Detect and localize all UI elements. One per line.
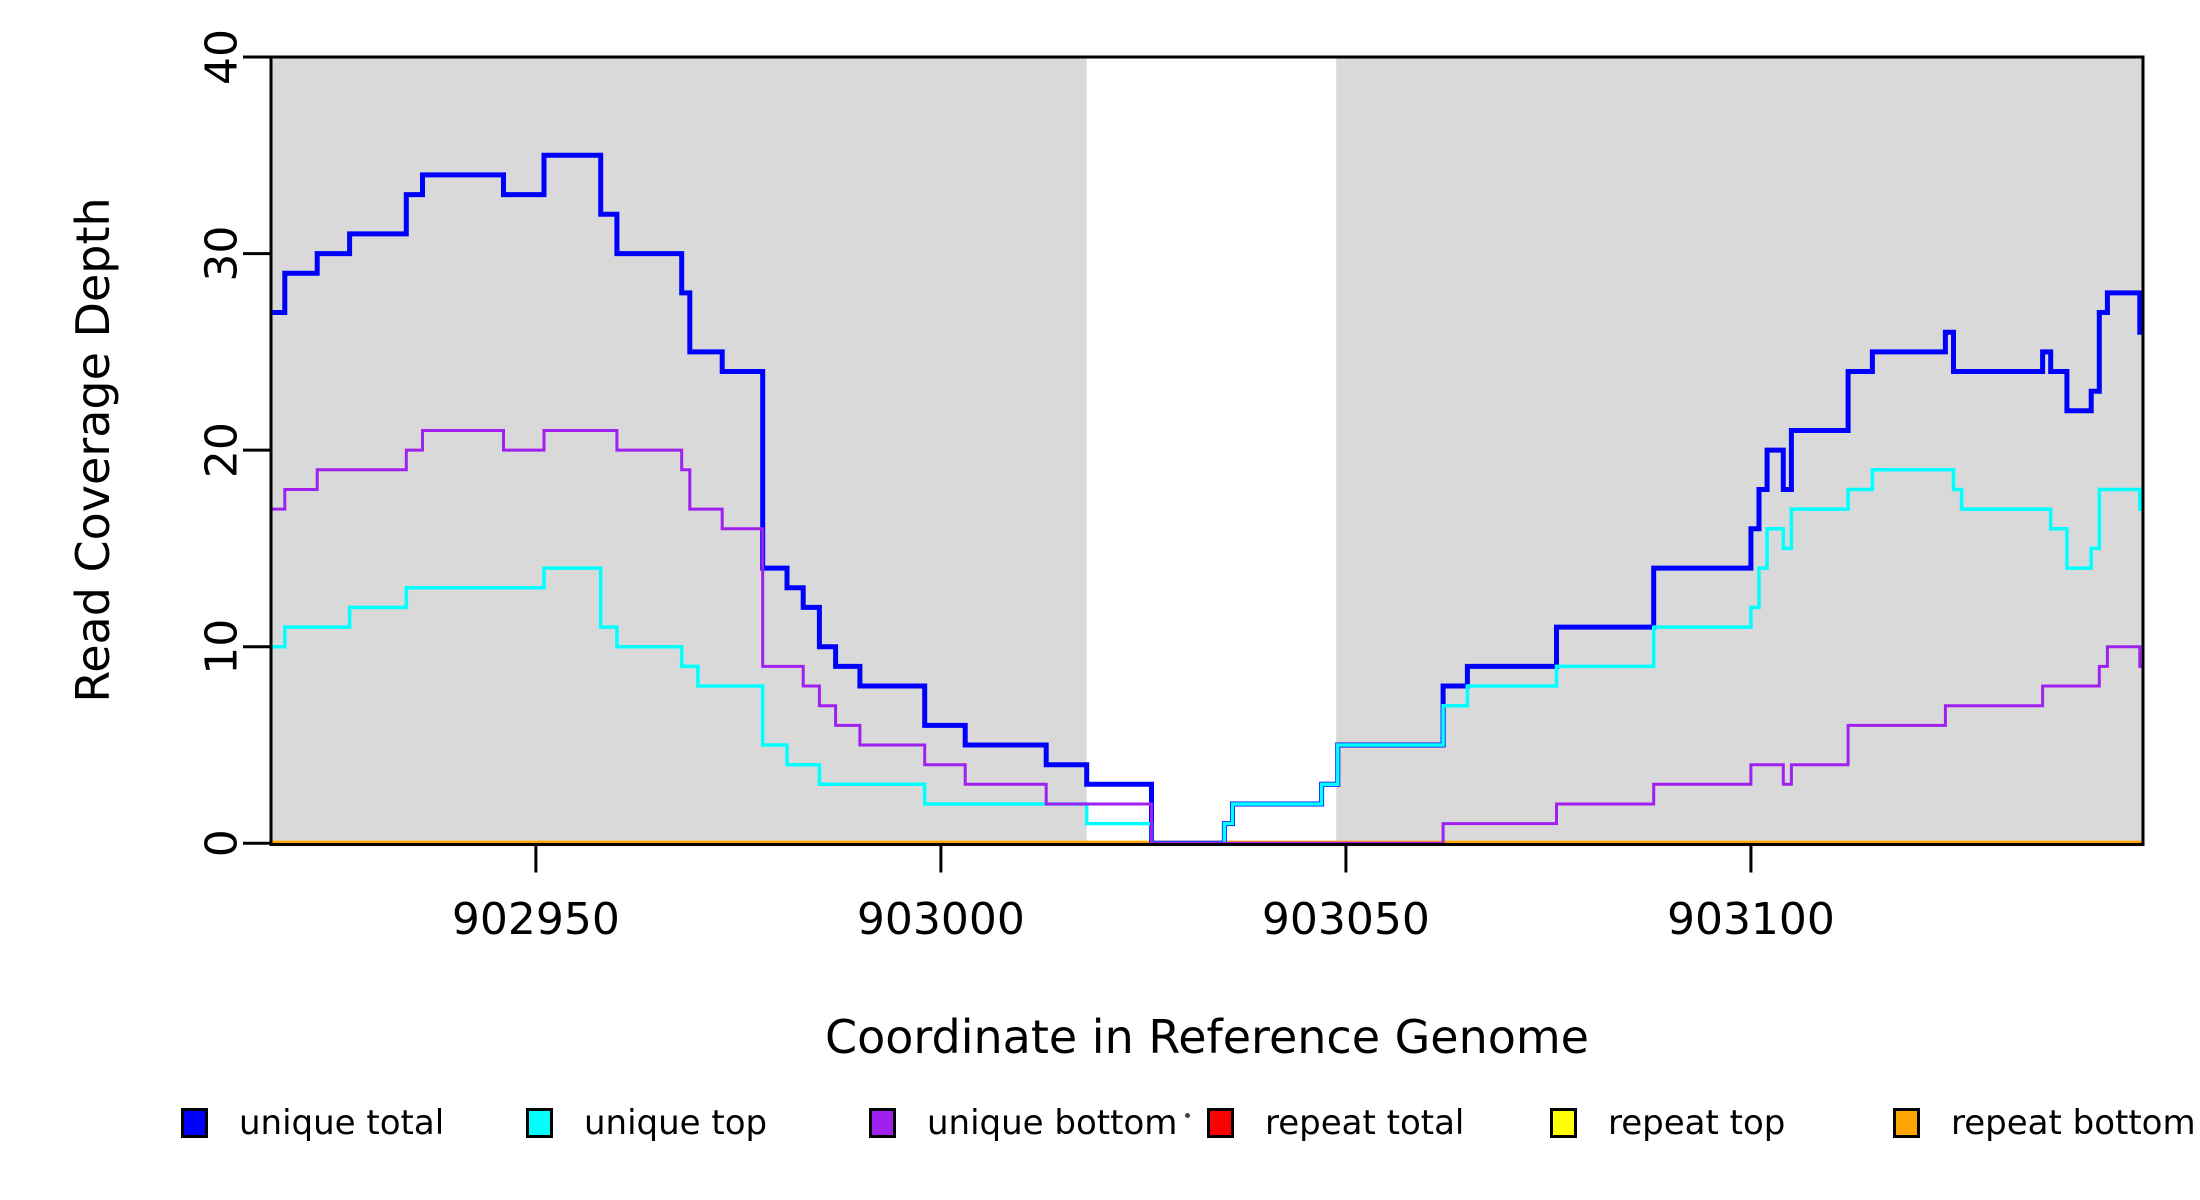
y-tick-label: 40 — [197, 29, 248, 85]
x-axis-title: Coordinate in Reference Genome — [825, 1010, 1589, 1064]
y-tick-label: 10 — [197, 619, 248, 675]
y-tick-label: 20 — [197, 422, 248, 478]
y-tick-label: 0 — [197, 829, 248, 857]
shaded-region — [1336, 58, 2143, 844]
y-axis-title: Read Coverage Depth — [66, 197, 120, 703]
x-tick-label: 903050 — [1262, 894, 1430, 945]
series-line-unique-top — [271, 468, 2143, 845]
stray-dot-artifact — [1185, 1113, 1190, 1118]
x-tick-label: 903000 — [857, 894, 1025, 945]
y-tick-label: 30 — [197, 226, 248, 282]
x-tick-label: 903100 — [1667, 894, 1835, 945]
x-tick-label: 902950 — [452, 894, 620, 945]
series-line-unique-bottom — [271, 429, 2143, 845]
